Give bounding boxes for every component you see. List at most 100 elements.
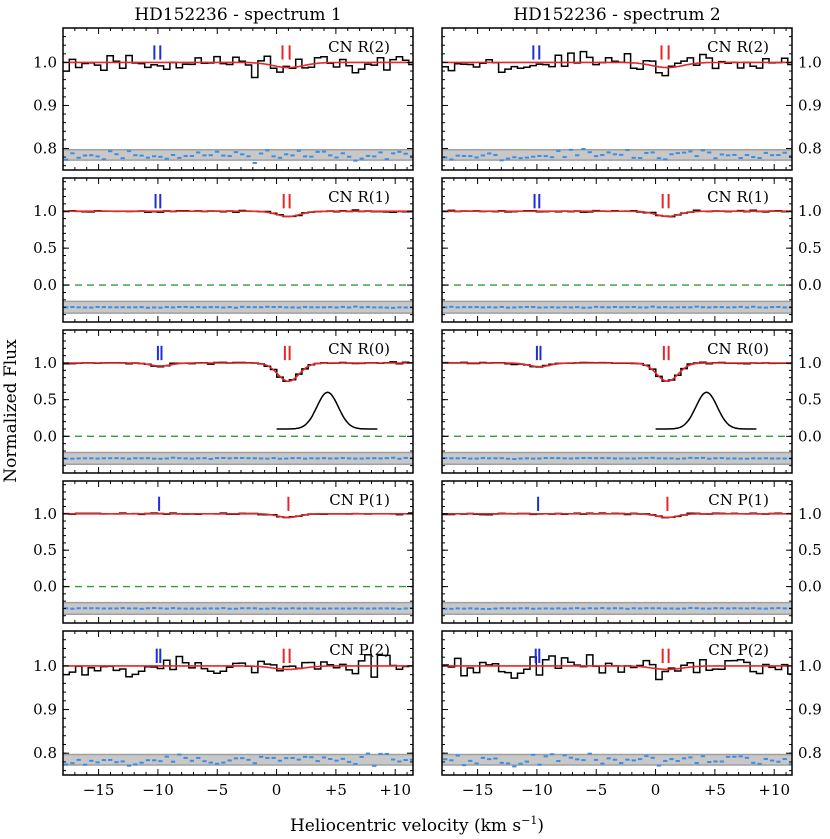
y-tick-label: 1.0 bbox=[798, 505, 822, 523]
panel-1-4: 0.0 0.5 1.0 CN P(1) bbox=[33, 480, 414, 624]
panel-frame bbox=[62, 329, 414, 474]
x-tick-label: −15 bbox=[462, 781, 494, 799]
panel-label: CN R(1) bbox=[328, 188, 390, 206]
model-fit bbox=[63, 513, 413, 519]
y-tick-label: 0.8 bbox=[798, 139, 822, 157]
data-spectrum bbox=[442, 654, 792, 681]
plot-area bbox=[63, 648, 413, 767]
panel-frame bbox=[441, 480, 793, 624]
residual-band bbox=[63, 754, 413, 765]
plot-area bbox=[63, 345, 413, 465]
y-axis-label: Normalized Flux bbox=[1, 339, 21, 483]
panel-frame bbox=[62, 480, 414, 624]
data-spectrum bbox=[63, 653, 413, 678]
y-tick-label: 1.0 bbox=[798, 354, 822, 372]
y-tick-label: 0.0 bbox=[33, 276, 57, 294]
x-tick-label: +10 bbox=[379, 781, 411, 799]
panel-label: CN R(2) bbox=[707, 38, 769, 56]
y-tick-label: 0.9 bbox=[33, 96, 57, 114]
y-tick-label: 0.8 bbox=[33, 744, 57, 762]
y-tick-label: 0.0 bbox=[798, 276, 822, 294]
panel-label: CN P(2) bbox=[329, 641, 390, 659]
x-tick-label: +10 bbox=[758, 781, 790, 799]
data-spectrum bbox=[442, 361, 792, 382]
model-fit bbox=[442, 513, 792, 519]
model-fit bbox=[63, 665, 413, 671]
y-tick-label: 1.0 bbox=[33, 53, 57, 71]
y-tick-label: 0.9 bbox=[798, 96, 822, 114]
panel-label: CN R(0) bbox=[707, 340, 769, 358]
x-tick-label: −15 bbox=[83, 781, 115, 799]
model-fit bbox=[442, 210, 792, 218]
y-tick-label: 1.0 bbox=[798, 202, 822, 220]
panel-2-2: 0.0 0.5 1.0 CN R(1) bbox=[441, 177, 822, 323]
residual-points bbox=[64, 607, 413, 610]
panel-frame bbox=[441, 329, 793, 474]
y-tick-label: 0.0 bbox=[33, 427, 57, 445]
y-tick-label: 0.5 bbox=[33, 391, 57, 409]
panel-label: CN P(1) bbox=[329, 491, 390, 509]
panel-frame bbox=[62, 27, 414, 171]
y-tick-label: 0.8 bbox=[798, 744, 822, 762]
column-title-spectrum-1: HD152236 - spectrum 1 bbox=[134, 5, 341, 25]
model-fit bbox=[63, 210, 413, 218]
instrumental-profile bbox=[276, 391, 378, 430]
y-tick-label: 1.0 bbox=[798, 657, 822, 675]
residual-points bbox=[443, 456, 792, 461]
panel-1-2: 0.0 0.5 1.0 CN R(1) bbox=[33, 177, 414, 323]
y-tick-label: 0.0 bbox=[33, 578, 57, 596]
plot-area bbox=[63, 193, 413, 314]
residual-band bbox=[63, 149, 413, 161]
panel-frame bbox=[441, 177, 793, 323]
panel-frame bbox=[441, 630, 793, 776]
model-fit bbox=[63, 362, 413, 383]
plot-area bbox=[442, 345, 792, 465]
panel-1-3: 0.0 0.5 1.0 CN R(0) bbox=[33, 329, 414, 474]
y-tick-label: 0.0 bbox=[798, 578, 822, 596]
y-tick-label: 0.9 bbox=[33, 701, 57, 719]
panel-2-4: 0.0 0.5 1.0 CN P(1) bbox=[441, 480, 822, 624]
model-fit bbox=[442, 61, 792, 69]
residual-points bbox=[443, 147, 792, 162]
y-tick-label: 1.0 bbox=[33, 354, 57, 372]
panel-frame bbox=[62, 177, 414, 323]
residual-points bbox=[64, 456, 413, 460]
x-tick-label: +5 bbox=[704, 781, 726, 799]
y-tick-label: 0.9 bbox=[798, 701, 822, 719]
residual-points bbox=[64, 305, 413, 309]
y-tick-label: 0.5 bbox=[798, 391, 822, 409]
x-tick-label: −5 bbox=[585, 781, 607, 799]
y-tick-label: 0.8 bbox=[33, 139, 57, 157]
residual-points bbox=[64, 149, 413, 164]
x-tick-label: 0 bbox=[651, 781, 661, 799]
y-tick-label: 1.0 bbox=[798, 53, 822, 71]
residual-points bbox=[443, 606, 792, 610]
panel-1-5: −15 −10 −5 0 +5 +10 0.8 0.9 1.0 CN P(2) bbox=[33, 630, 414, 799]
x-tick-label: 0 bbox=[272, 781, 282, 799]
x-tick-label: −10 bbox=[521, 781, 553, 799]
panel-2-3: 0.0 0.5 1.0 CN R(0) bbox=[441, 329, 822, 474]
y-tick-label: 1.0 bbox=[33, 505, 57, 523]
panel-1-1: 0.8 0.9 1.0 CN R(2) bbox=[33, 27, 414, 171]
residual-points bbox=[443, 305, 792, 309]
plot-area bbox=[442, 648, 792, 768]
panel-label: CN R(1) bbox=[707, 188, 769, 206]
panel-grid: 0.8 0.9 1.0 CN R(2) 0.0 0.5 1.0 CN R(1) 0.0 0.5 1.… bbox=[33, 27, 822, 799]
model-fit bbox=[442, 362, 792, 383]
y-tick-label: 0.5 bbox=[33, 541, 57, 559]
panel-2-1: 0.8 0.9 1.0 CN R(2) bbox=[441, 27, 822, 171]
y-tick-label: 1.0 bbox=[33, 202, 57, 220]
data-spectrum bbox=[63, 361, 413, 383]
y-tick-label: 0.0 bbox=[798, 427, 822, 445]
y-tick-label: 0.5 bbox=[798, 239, 822, 257]
x-tick-label: −10 bbox=[142, 781, 174, 799]
y-tick-label: 0.5 bbox=[33, 239, 57, 257]
y-tick-label: 0.5 bbox=[798, 541, 822, 559]
panel-2-5: −15 −10 −5 0 +5 +10 0.8 0.9 1.0 CN P(2) bbox=[441, 630, 822, 799]
x-tick-label: +5 bbox=[325, 781, 347, 799]
column-title-spectrum-2: HD152236 - spectrum 2 bbox=[513, 5, 720, 25]
panel-label: CN P(1) bbox=[708, 491, 769, 509]
model-fit bbox=[442, 665, 792, 671]
y-tick-label: 1.0 bbox=[33, 657, 57, 675]
